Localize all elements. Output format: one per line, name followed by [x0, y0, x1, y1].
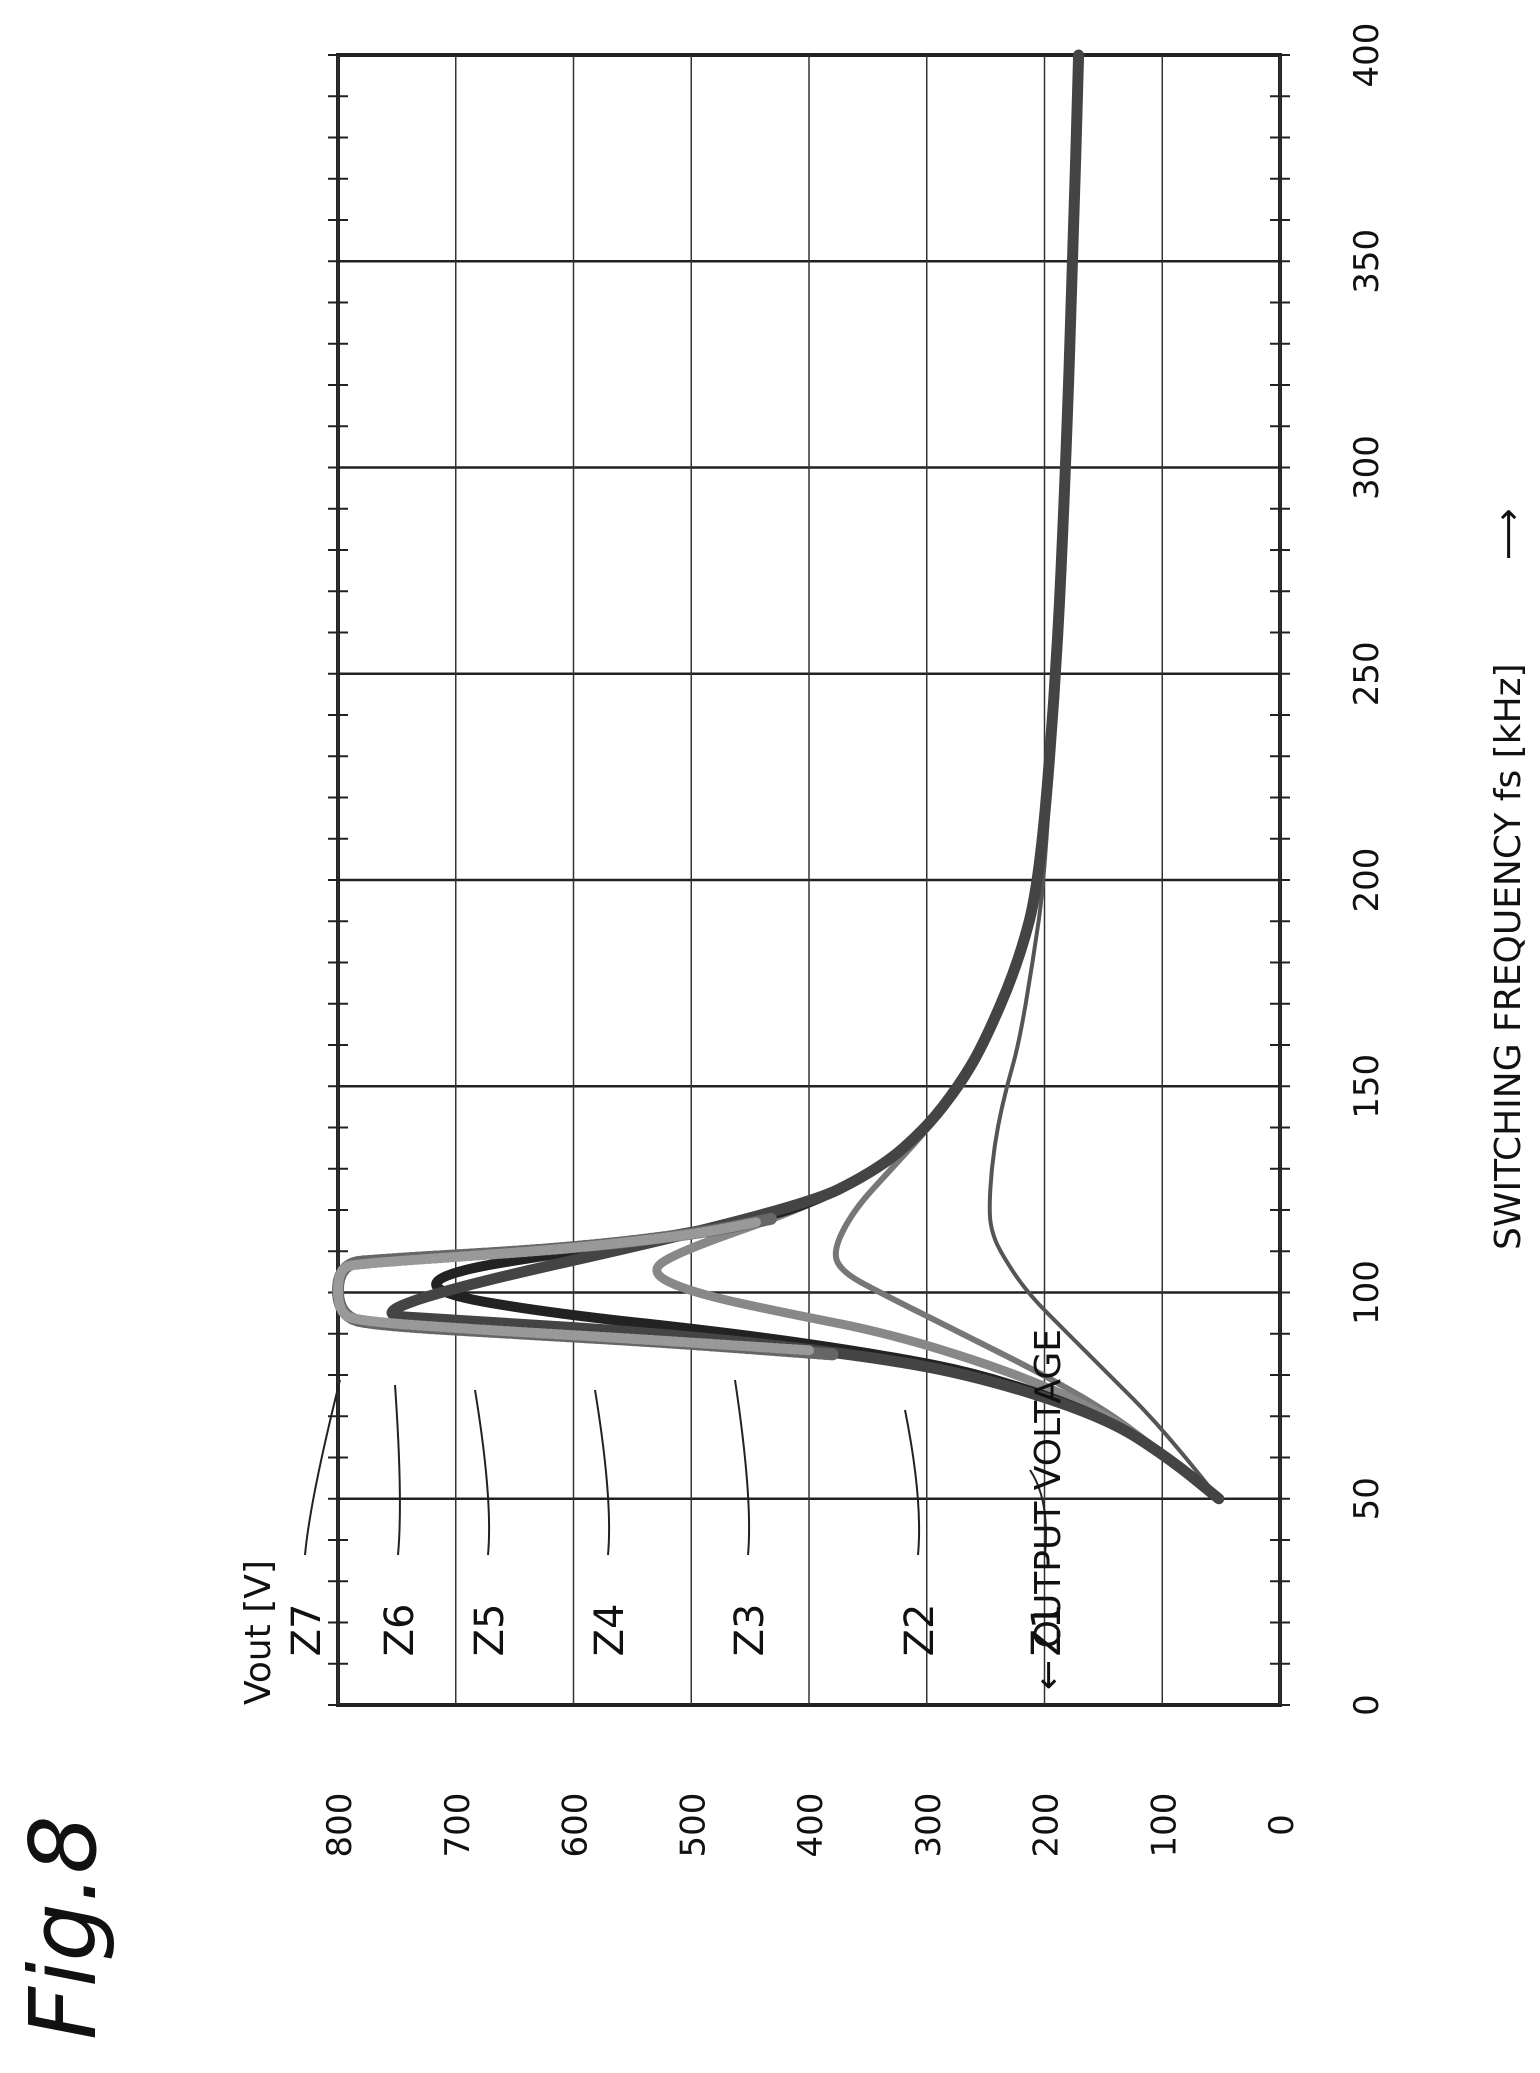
x-tick-label: 350 [1347, 229, 1387, 294]
y-tick-label: 700 [438, 1793, 478, 1858]
series-line-z2 [832, 52, 1225, 1502]
series-group [332, 49, 1225, 1505]
x-tick-label: 250 [1347, 641, 1387, 706]
x-axis-label: SWITCHING FREQUENCY fs [kHz] [1488, 663, 1529, 1250]
y-tick-label: 800 [320, 1793, 360, 1858]
leader-line-z3 [734, 1379, 751, 1556]
leader-line-z1 [1029, 1469, 1047, 1556]
series-label-z4: Z4 [587, 1604, 633, 1657]
leader-line-z5 [474, 1389, 491, 1556]
series-label-z1: Z1 [1024, 1604, 1070, 1657]
x-tick-label: 0 [1347, 1694, 1387, 1716]
y-tick-label: 0 [1262, 1814, 1302, 1836]
leader-line-z6 [394, 1384, 401, 1556]
x-tick-label: 50 [1347, 1477, 1387, 1520]
figure-label: Fig.8 [10, 1815, 117, 2040]
y-tick-label: 100 [1144, 1793, 1184, 1858]
series-label-z5: Z5 [467, 1604, 513, 1657]
series-line-z7 [333, 1217, 814, 1356]
y-tick-labels: 0 100 200 300 400 500 600 700 800 [320, 1793, 1302, 1858]
leader-line-z7 [304, 1379, 341, 1556]
series-labels: Z1 Z2 Z3 Z4 Z5 Z6 Z7 [284, 1379, 1070, 1657]
x-tick-labels: 0 50 100 150 200 250 300 350 400 [1347, 23, 1387, 1716]
plot-area [328, 49, 1290, 1707]
y-unit-label: Vout [V] [238, 1560, 279, 1705]
series-label-z6: Z6 [377, 1604, 423, 1657]
series-label-z2: Z2 [897, 1604, 943, 1657]
series-line-z1 [987, 53, 1221, 1501]
leader-line-z4 [594, 1389, 611, 1556]
x-tick-label: 400 [1347, 23, 1387, 88]
series-line-z5 [386, 49, 1225, 1505]
y-tick-label: 400 [791, 1793, 831, 1858]
x-tick-label: 150 [1347, 1054, 1387, 1119]
series-line-z3 [652, 50, 1224, 1504]
y-tick-label: 600 [556, 1793, 596, 1858]
y-tick-label: 300 [909, 1793, 949, 1858]
x-tick-label: 200 [1347, 848, 1387, 913]
leader-line-z2 [904, 1409, 921, 1556]
minor-ticks [328, 54, 1290, 1706]
series-label-z7: Z7 [284, 1604, 330, 1657]
series-label-z3: Z3 [727, 1604, 773, 1657]
y-tick-label: 200 [1027, 1793, 1067, 1858]
series-line-z4 [431, 50, 1224, 1504]
x-tick-label: 100 [1347, 1260, 1387, 1325]
y-tick-label: 500 [673, 1793, 713, 1858]
x-axis-arrow: ⟶ [1488, 508, 1529, 560]
x-tick-label: 300 [1347, 435, 1387, 500]
y-axis-label: ← OUTPUT VOLTAGE [1028, 1329, 1069, 1690]
grid [337, 53, 1281, 1707]
